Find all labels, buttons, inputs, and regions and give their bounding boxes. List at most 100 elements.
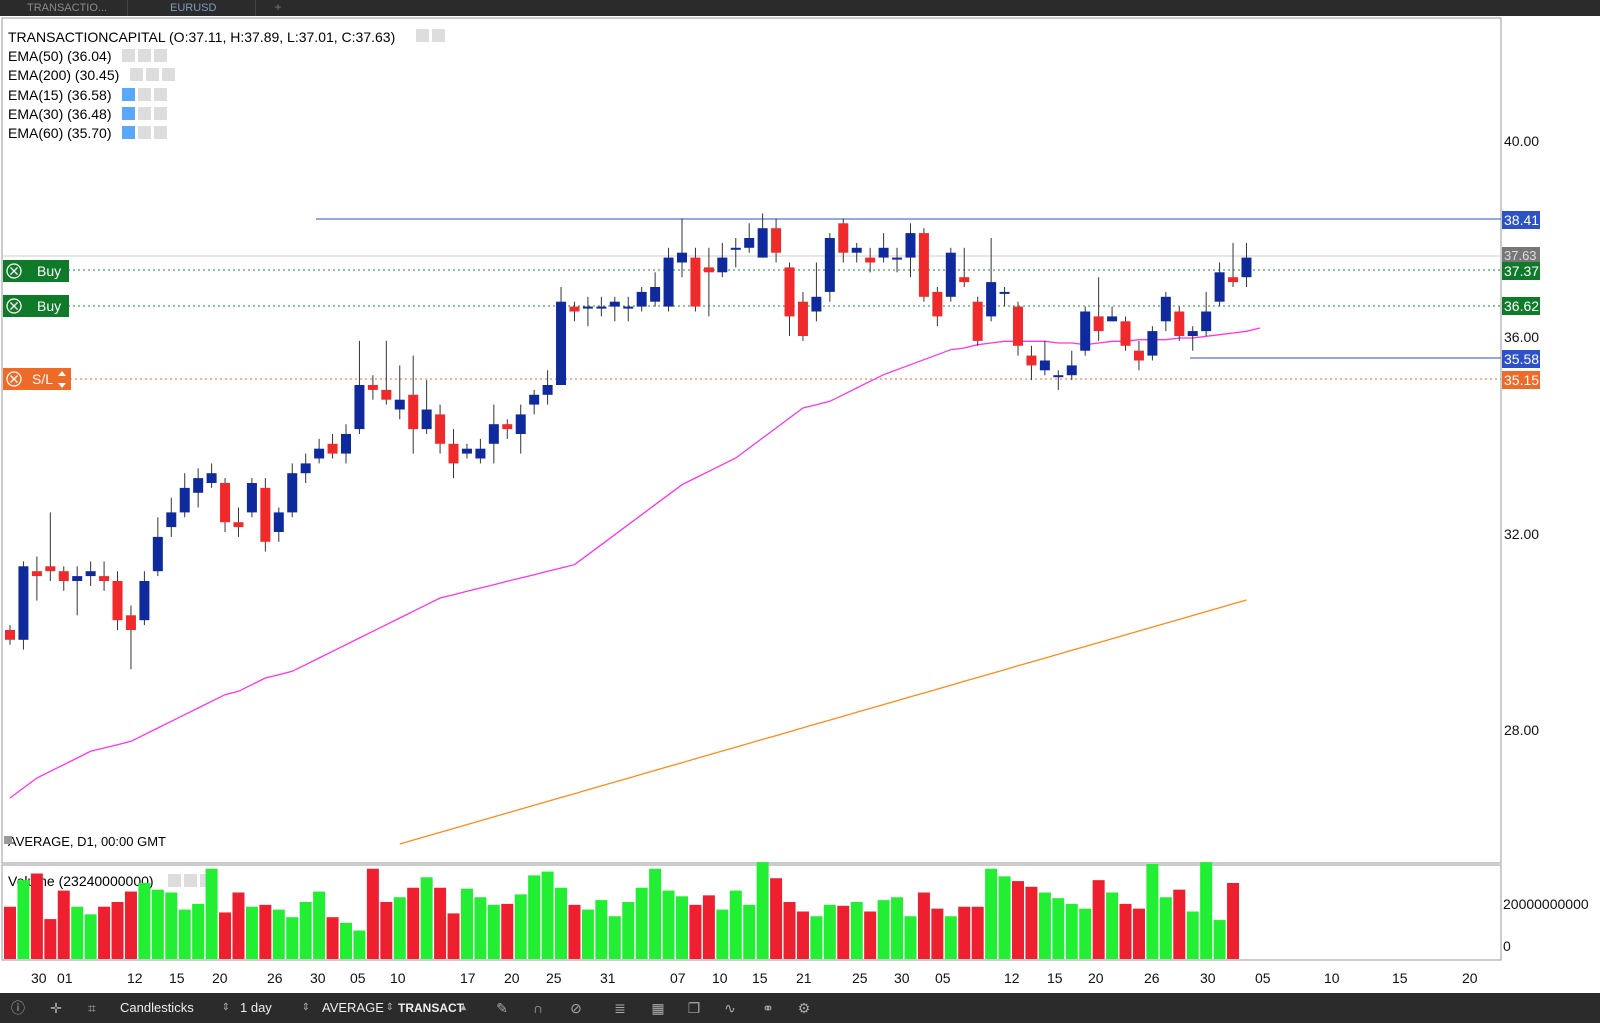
close-icon[interactable] [154,107,167,120]
candle[interactable] [58,566,69,591]
candle[interactable] [300,453,311,483]
candle[interactable] [582,296,593,327]
candle[interactable] [260,478,271,552]
close-icon[interactable] [162,68,175,81]
candle[interactable] [1039,340,1050,376]
candle[interactable] [488,404,499,464]
candle[interactable] [314,438,325,464]
candle[interactable] [381,340,392,405]
legend-instrument-icons[interactable] [416,29,445,42]
candle[interactable] [905,223,916,278]
candle[interactable] [784,262,795,337]
candle[interactable] [220,478,231,532]
candle[interactable] [744,223,755,253]
candle[interactable] [1120,316,1131,351]
buy-order-tag-2[interactable]: Buy [3,295,69,317]
updown-arrows-icon[interactable] [58,371,66,388]
indicator-ema200[interactable]: EMA(200) (30.45) [8,67,119,83]
close-icon[interactable] [10,302,18,310]
eye-icon[interactable] [122,49,135,62]
crosshair-icon[interactable]: ✛ [50,1000,62,1016]
candle[interactable] [18,561,29,650]
close-icon[interactable] [10,375,18,383]
indicator-ema30[interactable]: EMA(30) (36.48) [8,106,111,122]
candle[interactable] [878,233,889,263]
add-tab-icon[interactable]: + [274,0,282,14]
indicator-ema15[interactable]: EMA(15) (36.58) [8,87,111,103]
candle[interactable] [139,571,150,626]
candle[interactable] [757,213,768,258]
candle[interactable] [623,296,634,322]
candle[interactable] [125,605,136,670]
candle[interactable] [918,228,929,302]
candle[interactable] [636,287,647,312]
candle[interactable] [986,238,997,322]
candle[interactable] [475,438,486,464]
settings-gear-icon[interactable]: ⚙ [797,1000,811,1016]
candle[interactable] [892,247,903,273]
indicator-icons[interactable] [122,49,175,139]
candle[interactable] [569,301,580,322]
candle[interactable] [394,365,405,420]
candle[interactable] [461,443,472,459]
tab-transactioncapital[interactable]: TRANSACTIO... [0,0,128,16]
eye-icon[interactable] [122,88,135,101]
candle[interactable] [45,512,56,581]
hide-drawings-icon[interactable]: ⊘ [570,1000,582,1016]
candle[interactable] [85,561,96,586]
candle[interactable] [1053,370,1064,390]
gear-icon[interactable] [138,49,151,62]
gear-icon[interactable] [432,29,445,42]
candle[interactable] [515,404,526,454]
candle[interactable] [99,561,110,591]
candle[interactable] [193,468,204,508]
candle[interactable] [851,242,862,263]
indicators-icon[interactable]: ∿ [724,1000,736,1016]
candle[interactable] [1214,262,1225,307]
tab-eurusd[interactable]: EURUSD [128,0,256,16]
link-icon[interactable]: ⚭ [762,1000,774,1016]
candle[interactable] [556,287,567,385]
candle[interactable] [31,556,42,601]
eye-icon[interactable] [122,107,135,120]
candle[interactable] [233,507,244,537]
candle[interactable] [206,463,217,488]
indicator-ema50[interactable]: EMA(50) (36.04) [8,48,111,64]
candle[interactable] [1147,326,1158,361]
candle[interactable] [1080,306,1091,356]
buy-order-tag-1[interactable]: Buy [3,260,69,282]
candle[interactable] [5,625,15,645]
candle[interactable] [677,218,687,278]
candle[interactable] [703,247,714,317]
candle[interactable] [1093,277,1104,341]
candle[interactable] [112,571,123,630]
candle[interactable] [542,370,553,405]
candle[interactable] [972,296,983,346]
candle[interactable] [166,497,177,537]
candle[interactable] [448,429,459,479]
ema-line-magenta[interactable] [9,327,1261,799]
close-icon[interactable] [154,88,167,101]
feed-select[interactable]: AVERAGE ⇕ [322,993,394,1023]
gear-icon[interactable] [138,88,151,101]
candle[interactable] [502,419,513,439]
candle[interactable] [179,473,190,518]
candle[interactable] [1160,291,1171,332]
candle[interactable] [1026,345,1037,381]
candle[interactable] [865,247,876,273]
eye-icon[interactable] [130,68,143,81]
candle[interactable] [152,517,163,577]
candle[interactable] [663,247,674,312]
candle[interactable] [1107,306,1118,322]
candle[interactable] [367,375,378,400]
candle[interactable] [838,218,849,263]
candle[interactable] [1133,340,1144,371]
candle[interactable] [797,291,808,341]
collapse-icon[interactable] [4,836,12,844]
candle[interactable] [771,218,782,263]
eye-icon[interactable] [122,126,135,139]
gear-icon[interactable] [138,107,151,120]
crop-icon[interactable]: ⌗ [88,1000,96,1016]
chart-type-select[interactable]: Candlesticks ⇕ [120,993,230,1023]
symbol-select[interactable]: TRANSACT ▴ [398,993,466,1023]
